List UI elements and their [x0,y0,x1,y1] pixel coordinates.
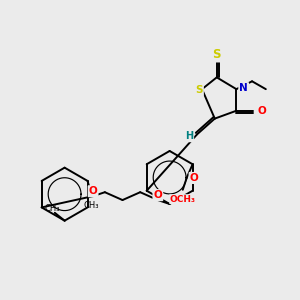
Text: O: O [258,106,267,116]
Text: O: O [190,173,198,183]
Text: OCH₃: OCH₃ [170,195,196,204]
Text: N: N [239,83,248,93]
Text: CH₃: CH₃ [84,200,99,209]
Text: S: S [195,85,203,95]
Text: CH₃: CH₃ [44,204,60,213]
Text: O: O [89,186,98,196]
Text: H: H [185,131,193,141]
Text: S: S [212,48,221,61]
Text: O: O [154,190,162,200]
